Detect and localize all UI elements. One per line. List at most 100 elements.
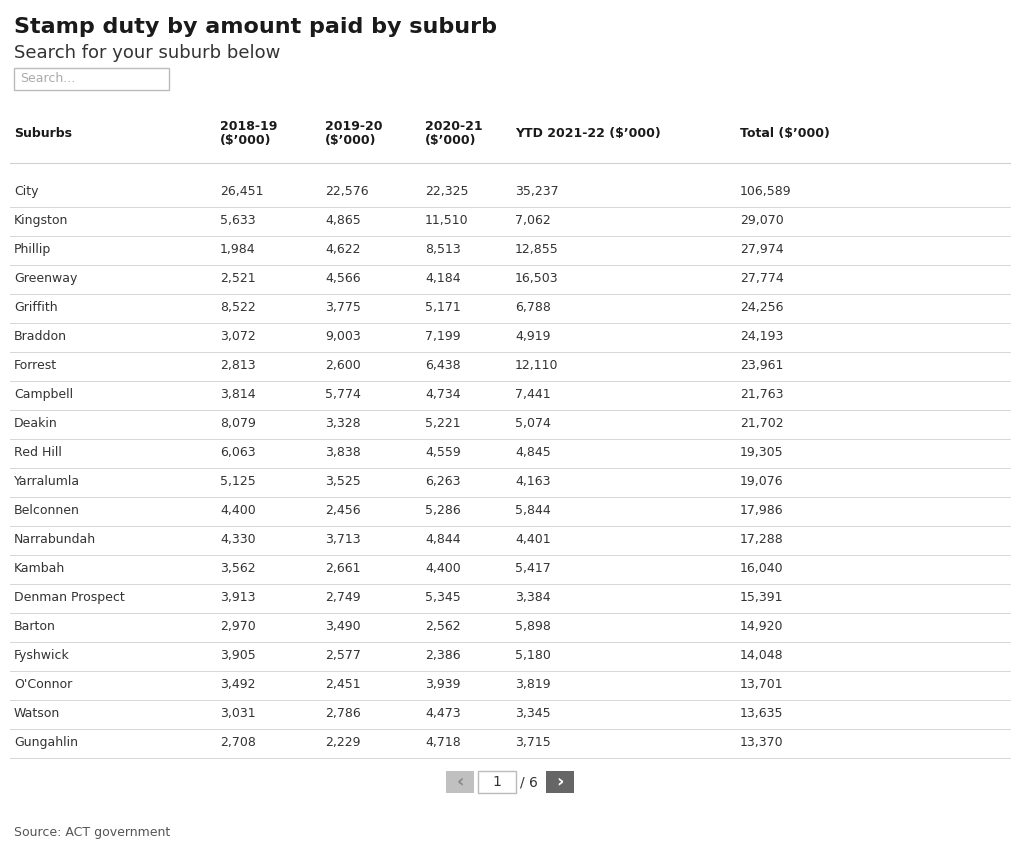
Text: 16,040: 16,040 (739, 562, 783, 575)
Text: 8,513: 8,513 (425, 243, 461, 256)
Text: 24,256: 24,256 (739, 301, 783, 314)
Text: Braddon: Braddon (14, 330, 67, 343)
Text: 5,633: 5,633 (220, 214, 256, 227)
Text: 4,718: 4,718 (425, 736, 461, 749)
Text: O'Connor: O'Connor (14, 678, 72, 691)
Text: 21,702: 21,702 (739, 417, 783, 430)
Text: 5,345: 5,345 (425, 591, 461, 604)
Text: 27,974: 27,974 (739, 243, 783, 256)
Text: 5,180: 5,180 (515, 649, 550, 662)
Text: 8,079: 8,079 (220, 417, 256, 430)
Text: 2,386: 2,386 (425, 649, 461, 662)
Text: Griffith: Griffith (14, 301, 57, 314)
Text: 2020-21: 2020-21 (425, 120, 482, 133)
Text: 7,441: 7,441 (515, 388, 550, 401)
Text: Stamp duty by amount paid by suburb: Stamp duty by amount paid by suburb (14, 17, 496, 37)
Text: Search for your suburb below: Search for your suburb below (14, 44, 280, 62)
Text: 3,913: 3,913 (220, 591, 255, 604)
Text: Forrest: Forrest (14, 359, 57, 372)
Text: Denman Prospect: Denman Prospect (14, 591, 124, 604)
Text: 22,325: 22,325 (425, 185, 468, 198)
Text: 4,566: 4,566 (325, 272, 361, 285)
Text: 106,589: 106,589 (739, 185, 791, 198)
Text: 24,193: 24,193 (739, 330, 783, 343)
Bar (14, 68, 169, 90)
Text: 6,438: 6,438 (425, 359, 461, 372)
Text: 5,286: 5,286 (425, 504, 461, 517)
Text: 2,229: 2,229 (325, 736, 360, 749)
Text: 4,734: 4,734 (425, 388, 461, 401)
Text: 21,763: 21,763 (739, 388, 783, 401)
Text: ‹: ‹ (455, 773, 464, 791)
Text: 13,370: 13,370 (739, 736, 783, 749)
Text: 29,070: 29,070 (739, 214, 783, 227)
Text: Barton: Barton (14, 620, 56, 633)
Text: 5,125: 5,125 (220, 475, 256, 488)
Text: 5,844: 5,844 (515, 504, 550, 517)
Text: 19,076: 19,076 (739, 475, 783, 488)
Text: 2,521: 2,521 (220, 272, 256, 285)
Text: 2,577: 2,577 (325, 649, 361, 662)
Text: Narrabundah: Narrabundah (14, 533, 96, 546)
Text: Belconnen: Belconnen (14, 504, 79, 517)
Text: 1: 1 (492, 775, 501, 789)
Text: 3,384: 3,384 (515, 591, 550, 604)
Text: 14,920: 14,920 (739, 620, 783, 633)
Text: 2019-20: 2019-20 (325, 120, 382, 133)
Text: 2,562: 2,562 (425, 620, 461, 633)
Text: 12,110: 12,110 (515, 359, 558, 372)
Text: 2,661: 2,661 (325, 562, 360, 575)
Text: 26,451: 26,451 (220, 185, 263, 198)
Text: Total ($’000): Total ($’000) (739, 127, 829, 140)
Text: 3,328: 3,328 (325, 417, 361, 430)
Text: 14,048: 14,048 (739, 649, 783, 662)
Text: 22,576: 22,576 (325, 185, 368, 198)
Text: 3,562: 3,562 (220, 562, 256, 575)
Text: 4,865: 4,865 (325, 214, 361, 227)
Text: 15,391: 15,391 (739, 591, 783, 604)
Text: 4,184: 4,184 (425, 272, 461, 285)
Text: 2,786: 2,786 (325, 707, 361, 720)
Text: 5,774: 5,774 (325, 388, 361, 401)
Text: 5,171: 5,171 (425, 301, 461, 314)
Text: Search...: Search... (20, 73, 75, 86)
Text: 4,845: 4,845 (515, 446, 550, 459)
Bar (445, 771, 474, 793)
Text: Source: ACT government: Source: ACT government (14, 826, 170, 839)
Text: 3,525: 3,525 (325, 475, 361, 488)
Text: Gungahlin: Gungahlin (14, 736, 77, 749)
Text: Watson: Watson (14, 707, 60, 720)
Text: 11,510: 11,510 (425, 214, 468, 227)
Text: 16,503: 16,503 (515, 272, 558, 285)
Text: 27,774: 27,774 (739, 272, 783, 285)
Text: 2,600: 2,600 (325, 359, 361, 372)
Text: 4,919: 4,919 (515, 330, 550, 343)
Text: / 6: / 6 (520, 775, 537, 789)
Text: Phillip: Phillip (14, 243, 51, 256)
Text: 4,400: 4,400 (425, 562, 461, 575)
Text: 2,456: 2,456 (325, 504, 361, 517)
Text: 3,905: 3,905 (220, 649, 256, 662)
Text: 35,237: 35,237 (515, 185, 558, 198)
Text: 3,939: 3,939 (425, 678, 460, 691)
Text: 7,062: 7,062 (515, 214, 550, 227)
Text: ($’000): ($’000) (220, 134, 271, 147)
Text: YTD 2021-22 ($’000): YTD 2021-22 ($’000) (515, 127, 660, 140)
Text: 3,492: 3,492 (220, 678, 255, 691)
Text: Yarralumla: Yarralumla (14, 475, 81, 488)
Text: 2,813: 2,813 (220, 359, 256, 372)
Text: Suburbs: Suburbs (14, 127, 72, 140)
Text: 3,031: 3,031 (220, 707, 256, 720)
Text: 3,814: 3,814 (220, 388, 256, 401)
Text: 2018-19: 2018-19 (220, 120, 277, 133)
Text: 2,970: 2,970 (220, 620, 256, 633)
Text: 4,330: 4,330 (220, 533, 256, 546)
Text: 5,074: 5,074 (515, 417, 550, 430)
Text: Campbell: Campbell (14, 388, 73, 401)
Text: 3,838: 3,838 (325, 446, 361, 459)
Text: 19,305: 19,305 (739, 446, 783, 459)
Text: 5,898: 5,898 (515, 620, 550, 633)
Text: 1,984: 1,984 (220, 243, 256, 256)
Text: 7,199: 7,199 (425, 330, 461, 343)
Text: 4,559: 4,559 (425, 446, 461, 459)
